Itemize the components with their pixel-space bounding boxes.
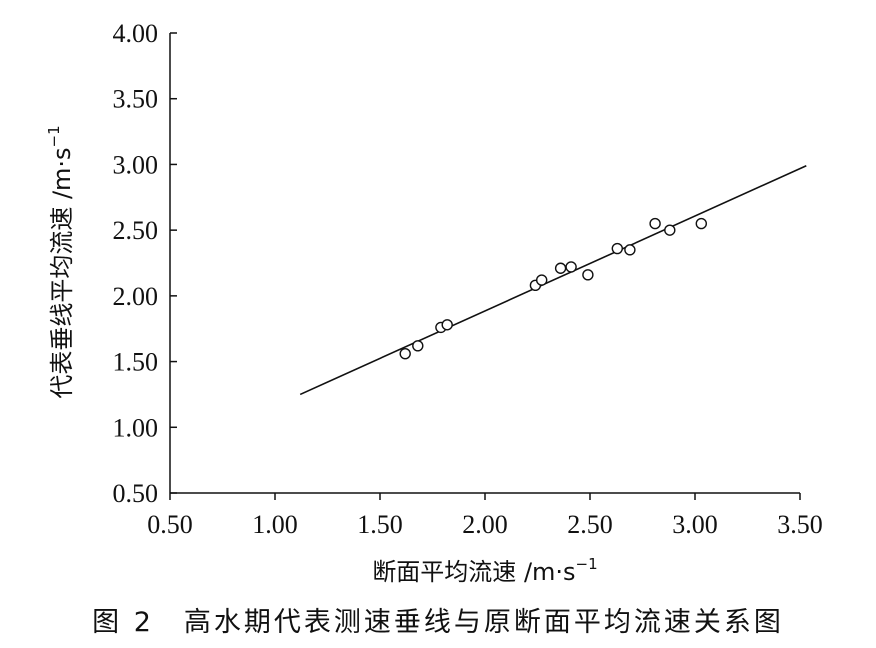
data-point [412,340,424,352]
y-tick-label: 3.00 [113,150,159,179]
x-axis-title-exponent: −1 [576,555,598,573]
y-tick-label: 3.50 [113,85,159,114]
x-tick-label: 3.00 [672,510,718,539]
data-point [565,261,577,273]
fit-line-group [299,165,807,396]
data-point [441,319,453,331]
x-tick-label: 1.50 [357,510,403,539]
y-tick-label: 1.00 [113,413,159,442]
fit-line [299,165,807,396]
y-tick-label: 4.00 [113,19,159,48]
y-tick-label: 0.50 [113,479,159,508]
y-axis-title-exponent: −1 [45,125,63,147]
x-ticks: 0.50 1.00 1.50 2.00 2.50 3.00 3.50 [147,493,823,539]
y-tick-label: 2.50 [113,216,159,245]
data-point [649,217,661,230]
y-axis-title-text: 代表垂线平均流速 /m·s [48,147,76,398]
data-point [664,224,676,236]
data-point [554,262,567,274]
data-point [536,274,548,286]
y-axis-title: 代表垂线平均流速 /m·s−1 [45,125,76,398]
x-tick-label: 2.50 [567,510,613,539]
x-tick-label: 3.50 [777,510,823,539]
data-point [695,217,707,230]
x-tick-label: 1.00 [252,510,298,539]
data-point [611,242,623,255]
axes [169,33,800,494]
data-point [582,269,594,281]
x-axis-title: 断面平均流速 /m·s−1 [372,555,597,586]
y-tick-label: 2.00 [113,282,159,311]
x-axis-title-text: 断面平均流速 /m·s [372,558,575,586]
y-ticks: 0.50 1.00 1.50 2.00 2.50 3.00 3.50 4.00 [113,19,177,508]
data-point [399,347,411,360]
x-tick-label: 0.50 [147,510,193,539]
figure-caption: 图 2 高水期代表测速垂线与原断面平均流速关系图 [92,607,784,638]
data-points [399,217,707,360]
x-tick-label: 2.00 [462,510,508,539]
chart: 0.50 1.00 1.50 2.00 2.50 3.00 3.50 0.50 1.00 1.5… [45,19,823,586]
data-point [624,244,636,256]
y-tick-label: 1.50 [113,348,159,377]
